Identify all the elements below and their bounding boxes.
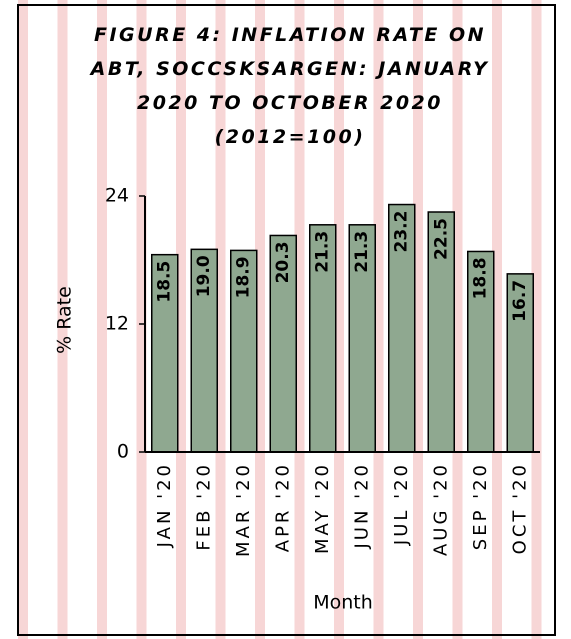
- bar: [388, 203, 416, 453]
- stripe: [373, 0, 384, 639]
- bar: [230, 249, 258, 453]
- x-tick-label: APR '20: [272, 462, 293, 552]
- stripe: [255, 0, 265, 639]
- x-tick-label: JAN '20: [154, 462, 175, 548]
- x-tick-label: AUG '20: [430, 462, 451, 556]
- x-tick-label: MAR '20: [233, 462, 254, 557]
- value-label: 18.5: [155, 261, 175, 303]
- stripe: [97, 0, 107, 639]
- chart-title: FIGURE 4: INFLATION RATE ON ABT, SOCCSKS…: [90, 24, 490, 148]
- value-label: 20.3: [273, 241, 293, 283]
- bar: [427, 211, 455, 453]
- stripe: [57, 0, 68, 639]
- y-axis-label: % Rate: [54, 286, 76, 354]
- value-label: 23.2: [392, 211, 412, 253]
- stripe: [136, 0, 147, 639]
- stripe: [531, 0, 542, 639]
- x-tick-label: JUN '20: [351, 462, 372, 550]
- value-label: 21.3: [352, 231, 372, 273]
- value-label: 18.8: [471, 257, 491, 299]
- x-tick-label: JUL '20: [391, 462, 412, 546]
- stripe: [18, 0, 28, 639]
- x-tick-label: OCT '20: [509, 462, 530, 554]
- chart-border: [17, 4, 556, 636]
- stripe: [294, 0, 305, 639]
- value-label: 16.7: [510, 280, 530, 322]
- bar: [190, 248, 218, 453]
- x-tick-label: SEP '20: [470, 462, 491, 550]
- stripe: [176, 0, 186, 639]
- x-axis-label: Month: [313, 592, 373, 614]
- value-label: 19.0: [194, 255, 214, 297]
- value-label: 22.5: [431, 218, 451, 260]
- stripe: [413, 0, 423, 639]
- stripe: [334, 0, 344, 639]
- stripe: [452, 0, 463, 639]
- background-stripes: [18, 0, 542, 639]
- bar: [467, 250, 495, 453]
- stripe: [492, 0, 502, 639]
- y-tick-label: 0: [117, 441, 129, 463]
- value-label: 21.3: [313, 231, 333, 273]
- y-tick-label: 24: [105, 185, 129, 207]
- y-tick-label: 12: [105, 313, 129, 335]
- stripe: [215, 0, 226, 639]
- value-label: 18.9: [234, 256, 254, 298]
- x-tick-label: FEB '20: [193, 462, 214, 551]
- x-tick-label: MAY '20: [312, 462, 333, 554]
